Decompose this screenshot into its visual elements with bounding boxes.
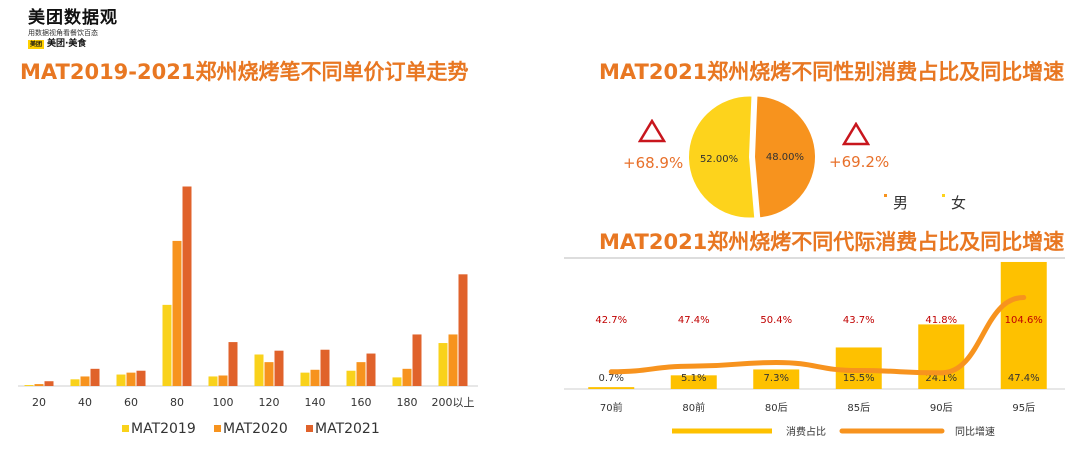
legend-label: MAT2020 xyxy=(223,421,288,437)
legend-swatch xyxy=(122,425,129,432)
legend-label-line: 同比增速 xyxy=(955,425,995,438)
gender-chart-title: MAT2021郑州烧烤不同性别消费占比及同比增速 xyxy=(599,60,1065,84)
legend-label-female: 女 xyxy=(951,194,967,212)
legend-swatch xyxy=(214,425,221,432)
logo-slogan: 用数据视角看餐饮百态 xyxy=(28,29,98,37)
growth-value-label: 50.4% xyxy=(760,315,792,326)
gen-bar-95后 xyxy=(1000,261,1047,389)
bar-MAT2019-200以上 xyxy=(438,343,448,386)
logo-brand: 美团 美团·美食 xyxy=(28,38,138,51)
bar-MAT2021-180 xyxy=(412,334,422,386)
growth-value-label: 43.7% xyxy=(843,315,875,326)
bar-value-label: 24.1% xyxy=(925,373,957,384)
growth-triangle-icon xyxy=(842,122,870,146)
growth-value-label: 104.6% xyxy=(1005,315,1043,326)
x-tick-label: 40 xyxy=(78,396,92,409)
x-tick-label: 120 xyxy=(259,396,280,409)
growth-value-label: 41.8% xyxy=(925,315,957,326)
gen-bar-70前 xyxy=(588,387,635,389)
bar-MAT2020-20 xyxy=(34,384,44,386)
bar-MAT2020-140 xyxy=(310,369,320,386)
bar-MAT2019-20 xyxy=(24,385,34,386)
x-tick-label: 140 xyxy=(305,396,326,409)
pie-slice-label: 52.00% xyxy=(700,154,738,165)
female-growth-label: +69.2% xyxy=(829,153,890,171)
bar-MAT2021-20 xyxy=(44,381,54,386)
legend-swatch xyxy=(306,425,313,432)
x-tick-label: 95后 xyxy=(1012,402,1035,414)
bar-MAT2019-40 xyxy=(70,379,80,386)
gen-bar-90后 xyxy=(918,324,965,389)
meituan-logo: 美团数据观 用数据视角看餐饮百态 美团 美团·美食 xyxy=(28,8,138,51)
bar-value-label: 15.5% xyxy=(843,373,875,384)
legend-label-bar: 消费占比 xyxy=(786,425,826,438)
generation-chart-title: MAT2021郑州烧烤不同代际消费占比及同比增速 xyxy=(599,230,1065,254)
legend-label: MAT2021 xyxy=(315,421,380,437)
bar-MAT2020-100 xyxy=(218,375,228,386)
logo-brand-text: 美团·美食 xyxy=(47,39,87,49)
pie-slice-label: 48.00% xyxy=(766,152,804,163)
pie-slice-男 xyxy=(688,95,756,219)
bar-MAT2021-160 xyxy=(366,353,376,386)
gen-bar-80后 xyxy=(753,369,800,389)
bar-value-label: 5.1% xyxy=(681,373,706,384)
legend-label-male: 男 xyxy=(893,194,909,212)
gender-pie-chart: 48.00% 52.00% xyxy=(688,95,816,219)
x-tick-label: 80 xyxy=(170,396,184,409)
bar-value-label: 0.7% xyxy=(599,373,624,384)
legend-label: MAT2019 xyxy=(131,421,196,437)
x-tick-label: 100 xyxy=(213,396,234,409)
bar-value-label: 47.4% xyxy=(1008,373,1040,384)
bar-value-label: 7.3% xyxy=(764,373,789,384)
bar-MAT2020-60 xyxy=(126,372,136,386)
growth-line xyxy=(608,294,1027,376)
pie-legend-male: 男 xyxy=(884,192,908,213)
x-tick-label: 60 xyxy=(124,396,138,409)
male-growth-label: +68.9% xyxy=(623,154,684,172)
x-tick-label: 70前 xyxy=(600,401,623,414)
bar-MAT2021-140 xyxy=(320,349,330,386)
bar-MAT2020-40 xyxy=(80,376,90,386)
growth-triangle-icon xyxy=(638,119,666,143)
x-tick-label: 80前 xyxy=(682,401,705,414)
pie-legend-female: 女 xyxy=(942,192,966,213)
logo-badge: 美团 xyxy=(28,40,45,49)
legend-swatch xyxy=(942,194,945,197)
growth-value-label: 47.4% xyxy=(678,315,710,326)
bar-MAT2019-140 xyxy=(300,372,310,386)
x-tick-label: 160 xyxy=(351,396,372,409)
bar-MAT2020-80 xyxy=(172,240,182,386)
x-tick-label: 80后 xyxy=(765,402,788,414)
gen-bar-80前 xyxy=(670,375,717,389)
bar-MAT2021-40 xyxy=(90,368,100,386)
bar-MAT2020-200以上 xyxy=(448,334,458,386)
price-chart-title: MAT2019-2021郑州烧烤笔不同单价订单走势 xyxy=(20,60,469,84)
price-bar-chart: 20 40 60 80 100 120 140 160 180 200以上 MAT2019 MAT20… xyxy=(18,186,478,437)
bar-MAT2019-80 xyxy=(162,304,172,386)
pie-slice-女 xyxy=(753,95,816,219)
bar-MAT2019-100 xyxy=(208,376,218,386)
bar-MAT2019-60 xyxy=(116,374,126,386)
bar-MAT2021-100 xyxy=(228,342,238,386)
bar-MAT2020-160 xyxy=(356,362,366,386)
logo-name: 美团数据观 xyxy=(28,8,118,28)
x-tick-label: 85后 xyxy=(847,402,870,414)
generation-combo-chart: 0.7% 42.7% 70前 5.1% 47.4% 80前 7.3% 50.4% 80后 15.5… xyxy=(564,257,1065,438)
bar-MAT2019-180 xyxy=(392,377,402,386)
bar-MAT2021-120 xyxy=(274,350,284,386)
legend-swatch xyxy=(884,194,887,197)
x-tick-label: 200以上 xyxy=(432,396,475,409)
bar-MAT2021-200以上 xyxy=(458,274,468,386)
x-tick-label: 180 xyxy=(397,396,418,409)
growth-value-label: 42.7% xyxy=(595,315,627,326)
bar-MAT2020-180 xyxy=(402,368,412,386)
x-tick-label: 20 xyxy=(32,396,46,409)
bar-MAT2019-120 xyxy=(254,354,264,386)
bar-MAT2021-60 xyxy=(136,370,146,386)
x-tick-label: 90后 xyxy=(930,402,953,414)
bar-MAT2019-160 xyxy=(346,370,356,386)
bar-MAT2021-80 xyxy=(182,186,192,386)
bar-MAT2020-120 xyxy=(264,362,274,386)
